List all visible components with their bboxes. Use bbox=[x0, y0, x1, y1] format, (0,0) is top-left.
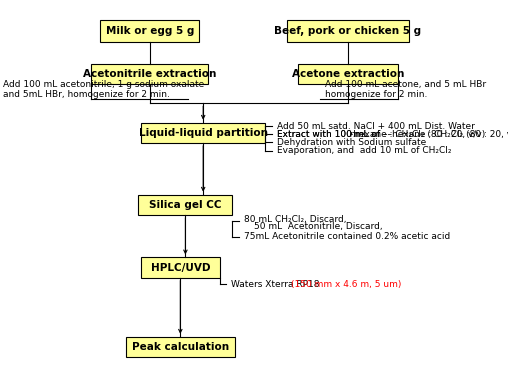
Text: Liquid-liquid partition: Liquid-liquid partition bbox=[139, 128, 268, 138]
FancyBboxPatch shape bbox=[100, 20, 199, 42]
Text: Evaporation, and  add 10 mL of CH₂Cl₂: Evaporation, and add 10 mL of CH₂Cl₂ bbox=[276, 146, 451, 155]
Text: 50 mL  Acetonitrile, Discard,: 50 mL Acetonitrile, Discard, bbox=[254, 222, 383, 231]
Text: (150 mm x 4.6 m, 5 um): (150 mm x 4.6 m, 5 um) bbox=[291, 280, 401, 289]
FancyBboxPatch shape bbox=[91, 63, 208, 84]
Text: Dehydration with Sodium sulfate: Dehydration with Sodium sulfate bbox=[276, 138, 426, 147]
FancyBboxPatch shape bbox=[299, 63, 397, 84]
Text: HPLC/UVD: HPLC/UVD bbox=[150, 262, 210, 273]
FancyBboxPatch shape bbox=[287, 20, 409, 42]
Text: Add 100 mL acetone, and 5 mL HBr
homogenize for 2 min.: Add 100 mL acetone, and 5 mL HBr homogen… bbox=[325, 80, 486, 99]
Text: n: n bbox=[350, 130, 355, 139]
Text: 80 mL CH₂Cl₂, Discard,: 80 mL CH₂Cl₂, Discard, bbox=[244, 215, 346, 224]
Text: Peak calculation: Peak calculation bbox=[132, 342, 229, 352]
FancyBboxPatch shape bbox=[141, 258, 219, 277]
Text: Add 100 mL acetonitrile, 1 g sodium oxalate
and 5mL HBr, homogenize for 2 min.: Add 100 mL acetonitrile, 1 g sodium oxal… bbox=[3, 80, 204, 99]
Text: 75mL Acetonitrile contained 0.2% acetic acid: 75mL Acetonitrile contained 0.2% acetic … bbox=[244, 232, 450, 241]
FancyBboxPatch shape bbox=[138, 195, 232, 215]
Text: Extract with 100 mL of ––hexane : CH₂Cl₂ (80 : 20, v/v): Extract with 100 mL of ––hexane : CH₂Cl₂… bbox=[276, 130, 508, 139]
Text: Milk or egg 5 g: Milk or egg 5 g bbox=[106, 26, 194, 37]
Text: Waters Xterra RP18: Waters Xterra RP18 bbox=[231, 280, 322, 289]
Text: Beef, pork or chicken 5 g: Beef, pork or chicken 5 g bbox=[274, 26, 422, 37]
Text: Acetonitrile extraction: Acetonitrile extraction bbox=[83, 69, 216, 79]
FancyBboxPatch shape bbox=[141, 123, 265, 143]
Text: Acetone extraction: Acetone extraction bbox=[292, 69, 404, 79]
FancyBboxPatch shape bbox=[126, 337, 235, 357]
Text: -hexane : CH₂Cl₂ (80 : 20, v/v): -hexane : CH₂Cl₂ (80 : 20, v/v) bbox=[351, 130, 486, 139]
Text: Extract with 100 mL of: Extract with 100 mL of bbox=[276, 130, 383, 139]
Text: Silica gel CC: Silica gel CC bbox=[149, 200, 221, 210]
Text: Add 50 mL satd. NaCl + 400 mL Dist. Water: Add 50 mL satd. NaCl + 400 mL Dist. Wate… bbox=[276, 122, 474, 131]
